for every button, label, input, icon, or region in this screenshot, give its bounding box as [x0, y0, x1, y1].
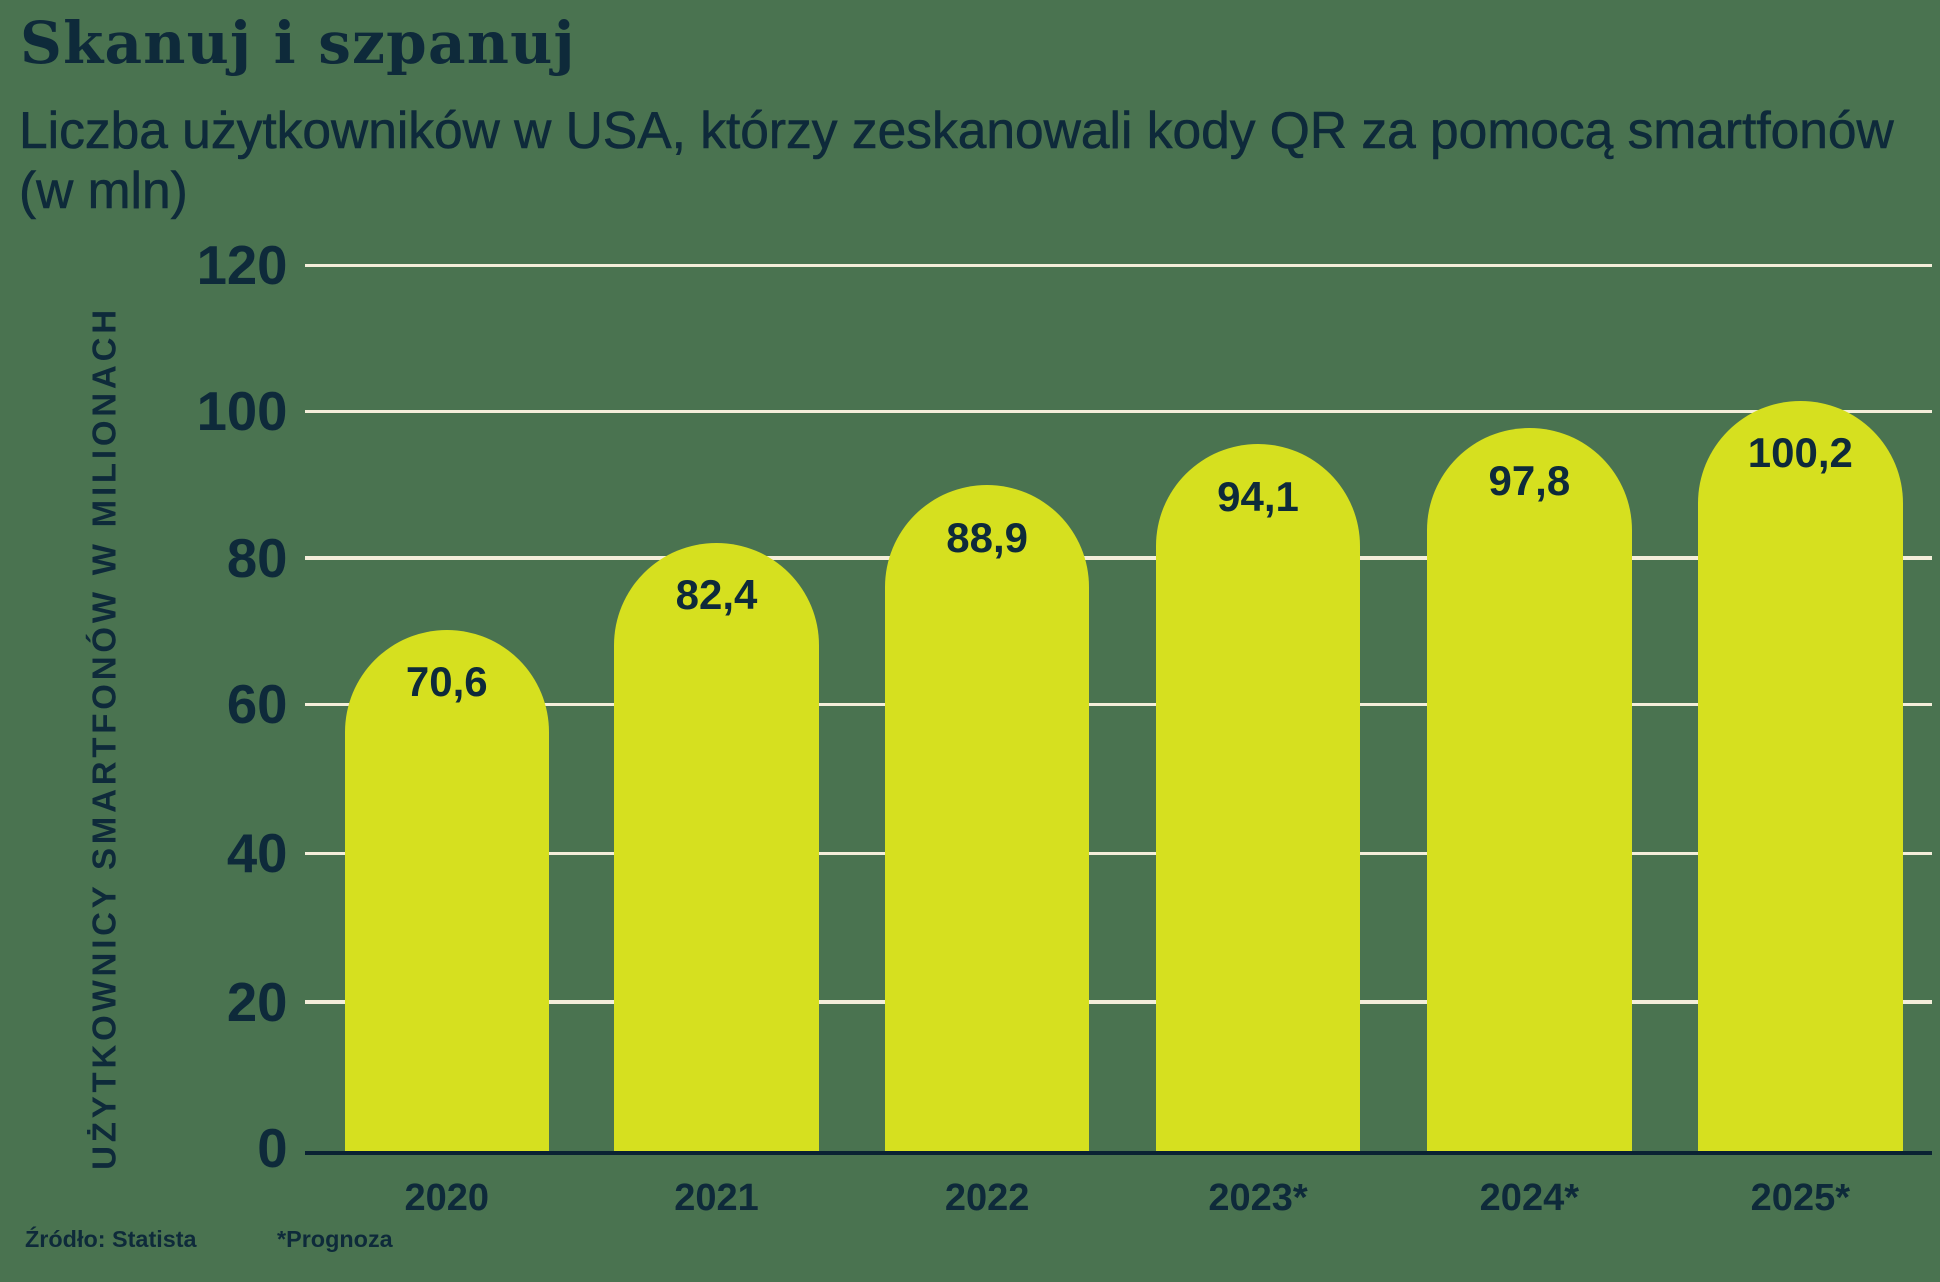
- bar-value-label: 82,4: [675, 571, 758, 619]
- gridline-100: [305, 409, 1932, 414]
- bar-2021: 82,4: [614, 542, 819, 1151]
- bar-value-label: 97,8: [1488, 456, 1571, 504]
- gridline-120: [305, 263, 1932, 268]
- x-tick-label-2024: 2024*: [1479, 1176, 1579, 1219]
- x-tick-label-2020: 2020: [404, 1176, 490, 1219]
- bar-value-label: 100,2: [1747, 429, 1853, 477]
- y-tick-label-0: 0: [257, 1118, 288, 1179]
- y-tick-label-40: 40: [226, 823, 288, 885]
- gridline-60: [305, 702, 1932, 707]
- chart-title: Skanuj i szpanuj: [20, 9, 576, 77]
- chart-subtitle-line-1: Liczba użytkowników w USA, którzy zeskan…: [19, 100, 1894, 159]
- x-tick-label-2023: 2023*: [1208, 1176, 1308, 1219]
- x-axis-line: [305, 1150, 1932, 1155]
- source-note: Źródło: Statista: [25, 1226, 197, 1253]
- gridline-80: [305, 556, 1932, 560]
- x-tick-label-2025: 2025*: [1750, 1176, 1850, 1219]
- bar-2023: 94,1: [1155, 443, 1361, 1151]
- bar-2024: 97,8: [1427, 428, 1632, 1151]
- gridline-40: [305, 851, 1932, 856]
- gridline-20: [305, 1000, 1932, 1004]
- bar-2020: 70,6: [344, 629, 549, 1151]
- x-tick-label-2021: 2021: [674, 1176, 759, 1219]
- forecast-note: *Prognoza: [277, 1226, 393, 1253]
- bar-value-label: 70,6: [405, 658, 488, 706]
- y-tick-label-20: 20: [226, 971, 288, 1033]
- y-tick-label-80: 80: [226, 527, 288, 589]
- chart-subtitle-line-2: (w mln): [19, 160, 188, 219]
- y-tick-label-100: 100: [196, 381, 288, 443]
- x-tick-label-2022: 2022: [944, 1176, 1030, 1219]
- y-tick-label-120: 120: [196, 235, 288, 297]
- chart-subtitle: Liczba użytkowników w USA, którzy zeskan…: [19, 100, 1894, 220]
- y-tick-label-60: 60: [226, 674, 288, 736]
- bar-2022: 88,9: [884, 485, 1090, 1151]
- bar-value-label: 94,1: [1217, 472, 1299, 520]
- bar-2025: 100,2: [1698, 400, 1903, 1151]
- bar-value-label: 88,9: [946, 513, 1029, 561]
